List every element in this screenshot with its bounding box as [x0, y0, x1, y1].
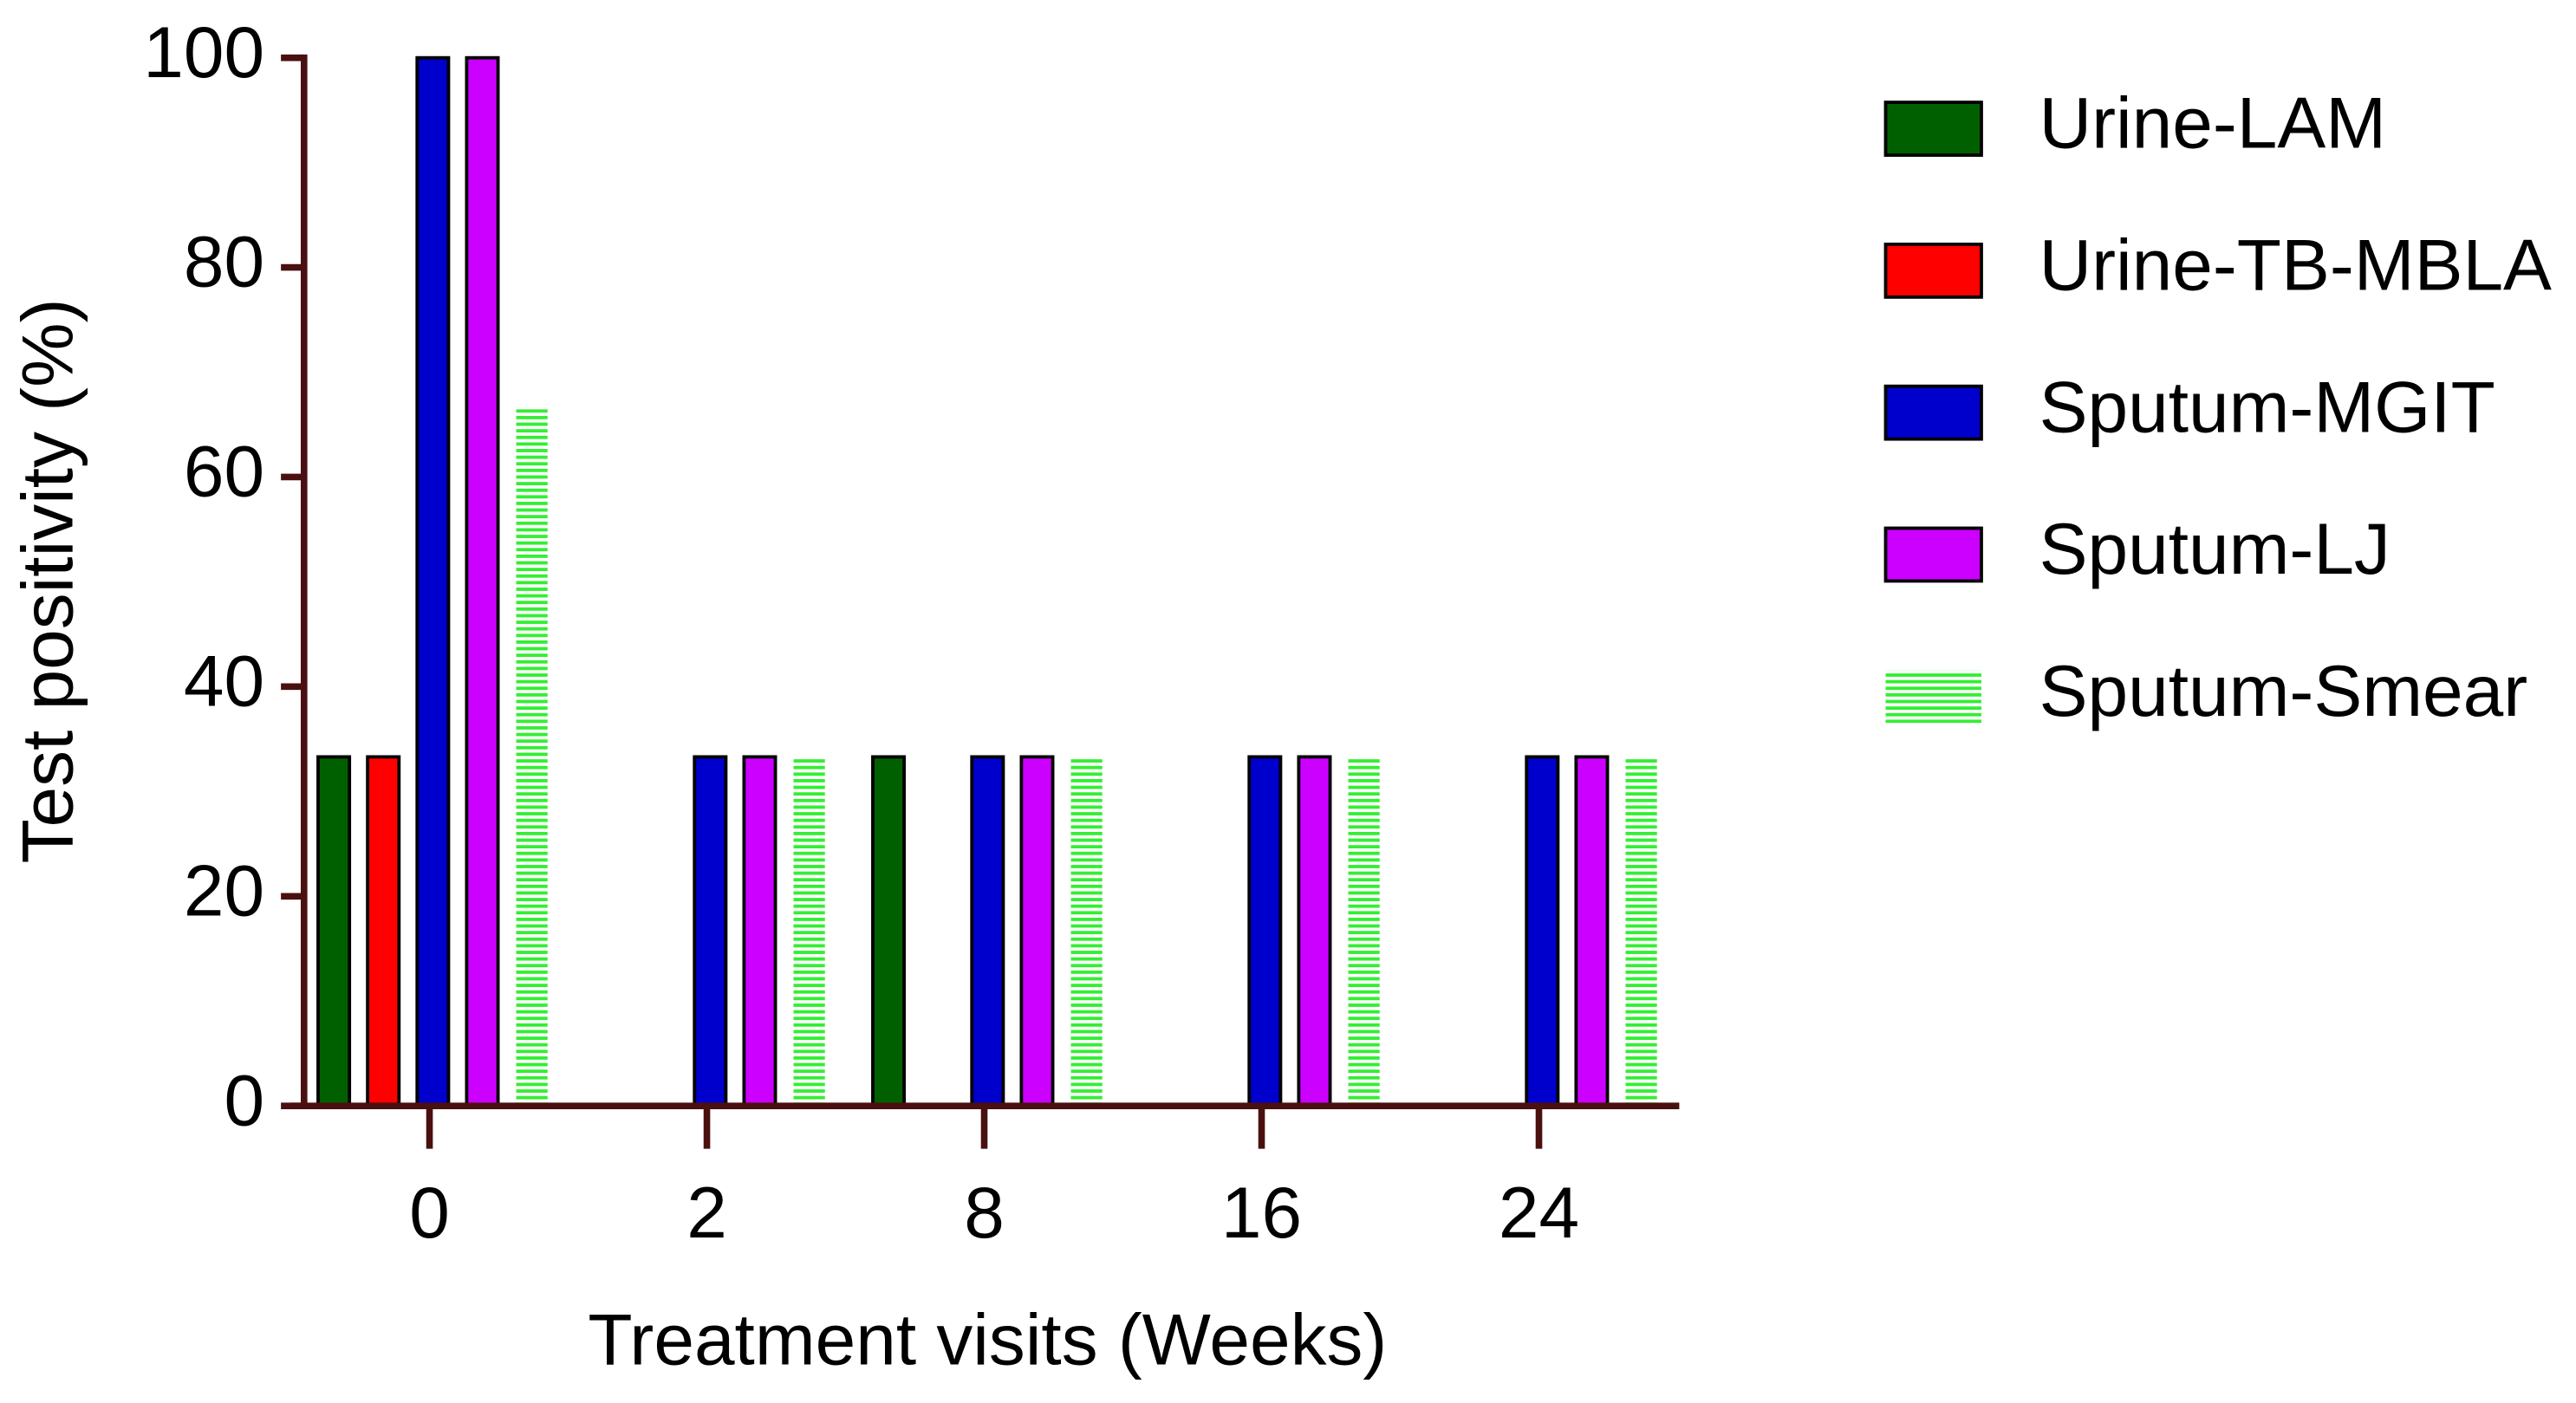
legend-swatch: [1883, 242, 1983, 299]
y-tick-label: 20: [184, 849, 264, 931]
bar: [316, 755, 352, 1108]
legend-swatch: [1885, 670, 1981, 724]
bar: [1297, 755, 1332, 1108]
bar: [693, 755, 728, 1108]
legend-label: Sputum-Smear: [2039, 650, 2528, 731]
x-tick-label: 8: [964, 1172, 1005, 1253]
bar: [415, 55, 451, 1108]
legend-label: Urine-LAM: [2039, 82, 2386, 164]
y-tick-label: 80: [184, 221, 264, 302]
bar: [1247, 755, 1283, 1108]
legend-swatch: [1883, 384, 1983, 441]
bar: [516, 406, 548, 1107]
x-tick-label: 24: [1499, 1172, 1579, 1253]
bar: [1070, 757, 1103, 1107]
legend-label: Sputum-MGIT: [2039, 366, 2495, 447]
x-tick-label: 16: [1221, 1172, 1302, 1253]
y-tick-label: 60: [184, 431, 264, 512]
bar: [465, 55, 500, 1108]
bar: [1348, 757, 1380, 1107]
y-tick-label: 0: [224, 1059, 264, 1140]
y-tick-label: 100: [143, 11, 264, 93]
bar: [366, 755, 401, 1108]
x-tick-label: 2: [686, 1172, 727, 1253]
y-axis-title: Test positivity (%): [6, 299, 88, 864]
legend-swatch: [1883, 101, 1983, 157]
y-tick-label: 40: [184, 640, 264, 721]
bar: [1525, 755, 1560, 1108]
bar: [1019, 755, 1055, 1108]
bar: [793, 757, 825, 1107]
x-axis-title: Treatment visits (Weeks): [588, 1298, 1387, 1380]
legend-label: Urine-TB-MBLA: [2039, 224, 2552, 306]
x-tick-label: 0: [409, 1172, 450, 1253]
bar: [1625, 757, 1657, 1107]
legend-label: Sputum-LJ: [2039, 508, 2391, 589]
bar: [1574, 755, 1610, 1108]
bar: [871, 755, 907, 1108]
bar: [970, 755, 1005, 1108]
legend-swatch: [1883, 526, 1983, 583]
bar: [742, 755, 777, 1108]
